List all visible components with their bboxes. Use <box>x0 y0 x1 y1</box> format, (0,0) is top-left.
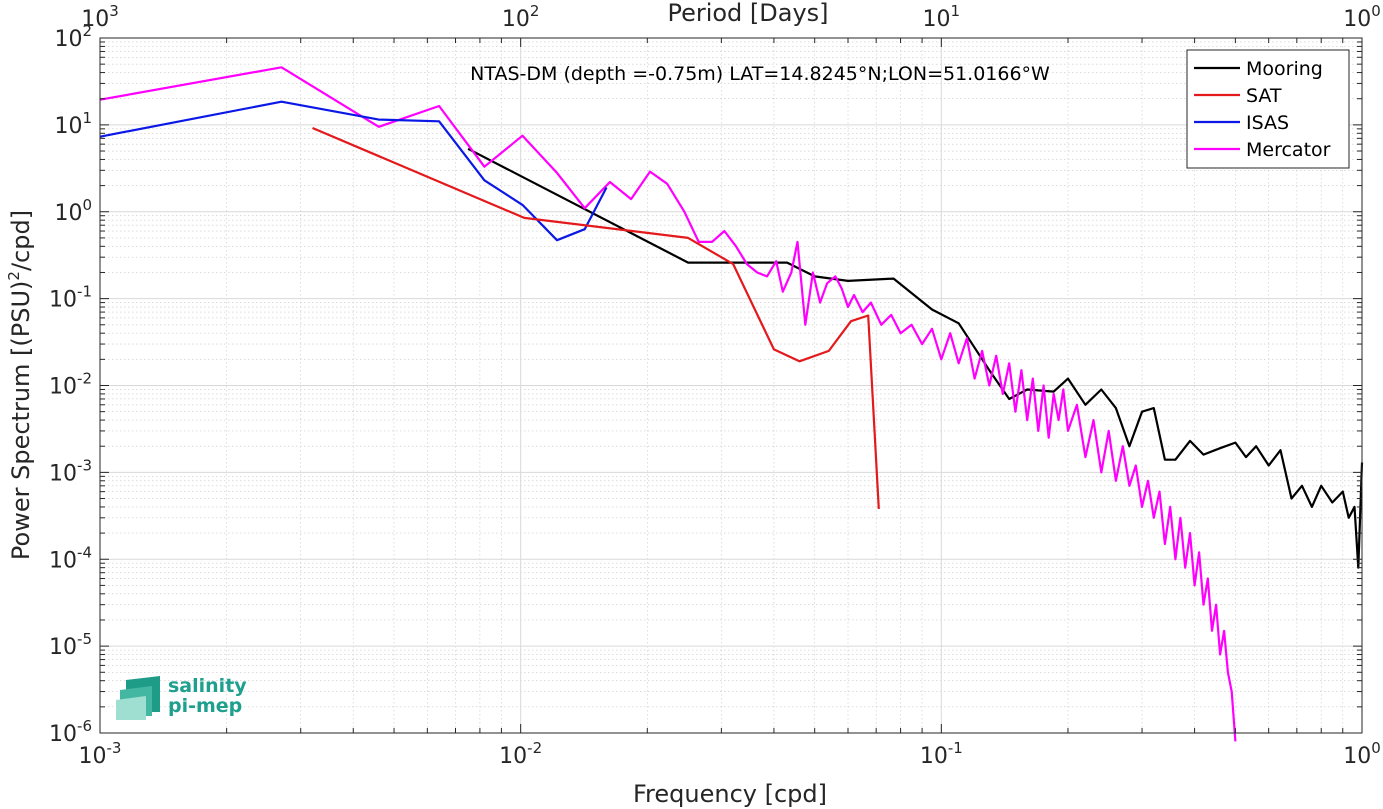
x-tick-label: 10-1 <box>920 739 963 769</box>
top-tick-base: 10 <box>502 7 530 32</box>
x-tick-label: 10-2 <box>499 739 542 769</box>
y-tick-exp: 0 <box>82 196 92 214</box>
top-tick-base: 10 <box>81 7 109 32</box>
y-tick-exp: 1 <box>82 109 92 127</box>
y-tick-base: 10 <box>49 635 77 660</box>
y-axis-title-main: Power Spectrum [(PSU) <box>7 281 35 560</box>
legend: Mooring SAT ISAS Mercator <box>1186 49 1350 169</box>
y-tick-base: 10 <box>54 201 82 226</box>
x-tick-base: 10 <box>499 744 527 769</box>
axis-ticks <box>99 37 1363 734</box>
top-tick-labels: 103 102 101 100 <box>81 2 1381 32</box>
top-tick-exp: 0 <box>1371 2 1381 20</box>
y-tick-base: 10 <box>54 27 82 52</box>
y-tick-label: 10-4 <box>49 543 92 573</box>
y-tick-exp: 2 <box>82 22 92 40</box>
series-line-mercator <box>99 66 1237 742</box>
y-tick-label: 10-1 <box>49 283 92 313</box>
top-tick-label: 102 <box>502 2 540 32</box>
x-tick-exp: -3 <box>107 739 122 757</box>
top-tick-exp: 1 <box>951 2 961 20</box>
x-axis-title: Frequency [cpd] <box>633 780 827 808</box>
top-axis-title: Period [Days] <box>667 0 828 27</box>
x-tick-exp: 0 <box>1371 739 1381 757</box>
y-tick-label: 100 <box>54 196 92 226</box>
legend-label-sat: SAT <box>1246 85 1282 107</box>
y-tick-exp: -4 <box>77 543 92 561</box>
y-axis-title-sup: 2 <box>5 271 23 281</box>
y-tick-label: 102 <box>54 22 92 52</box>
y-tick-base: 10 <box>49 288 77 313</box>
y-tick-label: 10-2 <box>49 370 92 400</box>
series-line-sat <box>312 126 880 509</box>
top-tick-exp: 2 <box>530 2 540 20</box>
y-axis-title-tail: /cpd] <box>7 210 35 271</box>
x-tick-base: 10 <box>1343 744 1371 769</box>
top-tick-base: 10 <box>923 7 951 32</box>
y-tick-exp: -2 <box>77 370 92 388</box>
y-tick-exp: -1 <box>77 283 92 301</box>
top-tick-label: 100 <box>1343 2 1381 32</box>
y-tick-exp: -3 <box>77 456 92 474</box>
x-tick-base: 10 <box>920 744 948 769</box>
series-lines <box>99 66 1364 742</box>
top-tick-exp: 3 <box>109 2 119 20</box>
series-line-isas <box>99 100 608 242</box>
x-tick-labels: 10-3 10-2 10-1 100 <box>79 739 1381 769</box>
y-tick-label: 101 <box>54 109 92 139</box>
series-line-mooring <box>467 147 1364 569</box>
legend-label-isas: ISAS <box>1246 112 1289 134</box>
y-tick-exp: -5 <box>77 630 92 648</box>
top-tick-label: 101 <box>923 2 961 32</box>
y-tick-base: 10 <box>49 461 77 486</box>
x-tick-label: 10-3 <box>79 739 122 769</box>
logo-text-line1: salinity <box>168 675 247 697</box>
x-tick-exp: -1 <box>948 739 963 757</box>
y-tick-base: 10 <box>49 375 77 400</box>
y-tick-exp: -6 <box>77 717 92 735</box>
y-tick-base: 10 <box>49 722 77 747</box>
logo-wave-front <box>116 696 146 720</box>
top-tick-base: 10 <box>1343 7 1371 32</box>
major-gridlines <box>99 37 1363 734</box>
logo-text-line2: pi-mep <box>168 695 242 717</box>
x-tick-label: 100 <box>1343 739 1381 769</box>
x-tick-exp: -2 <box>527 739 542 757</box>
x-tick-base: 10 <box>79 744 107 769</box>
y-tick-base: 10 <box>54 114 82 139</box>
top-tick-label: 103 <box>81 2 119 32</box>
legend-label-mercator: Mercator <box>1246 139 1331 161</box>
y-tick-label: 10-6 <box>49 717 92 747</box>
y-tick-label: 10-3 <box>49 456 92 486</box>
y-tick-base: 10 <box>49 548 77 573</box>
y-axis-title: Power Spectrum [(PSU)2/cpd] <box>5 210 35 560</box>
chart-title: NTAS-DM (depth =-0.75m) LAT=14.8245°N;LO… <box>470 63 1050 85</box>
y-tick-label: 10-5 <box>49 630 92 660</box>
salinity-pi-mep-logo: salinity pi-mep <box>116 675 247 720</box>
legend-label-mooring: Mooring <box>1246 58 1323 80</box>
